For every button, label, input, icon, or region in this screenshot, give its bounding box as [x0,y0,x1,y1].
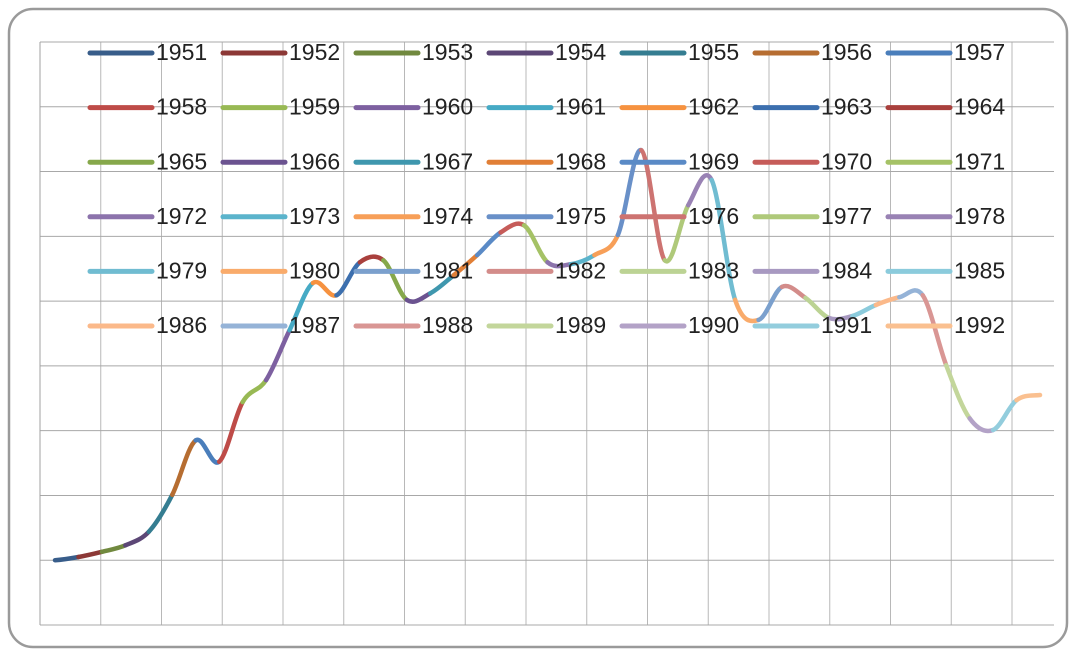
legend-label: 1986 [156,312,207,338]
line-segment [639,147,668,263]
line-segment [357,254,386,265]
legend-label: 1953 [422,39,473,65]
legend-label: 1979 [156,257,207,283]
line-segment [662,202,691,264]
line-segment [779,283,808,301]
legend-label: 1987 [289,312,340,338]
line-segment [943,362,972,421]
legend-label: 1975 [555,203,606,229]
line-segment [897,288,925,300]
legend-label: 1977 [821,203,872,229]
line-segment [685,173,714,208]
legend-label: 1962 [688,94,739,120]
legend-label: 1967 [422,148,473,174]
line-segment [756,284,785,323]
legend-label: 1959 [289,94,340,120]
legend-label: 1970 [821,148,872,174]
legend-label: 1963 [821,94,872,120]
legend-label: 1956 [821,39,872,65]
line-segment [521,223,550,265]
legend-label: 1971 [954,148,1005,174]
legend-label: 1988 [422,312,473,338]
legend-label: 1965 [156,148,207,174]
line-segment [451,252,480,278]
line-segment [404,291,433,304]
line-segment [123,529,152,548]
line-segment [287,280,316,333]
legend-label: 1969 [688,148,739,174]
line-segment [146,492,175,534]
legend-label: 1951 [156,39,207,65]
legend-label: 1964 [954,94,1005,120]
legend-label: 1985 [954,257,1005,283]
legend-label: 1966 [289,148,340,174]
legend-label: 1981 [422,257,473,283]
plot-lines [52,147,1043,563]
line-segment [240,377,269,405]
legend-label: 1957 [954,39,1005,65]
legend-label: 1954 [555,39,606,65]
legend-label: 1989 [555,312,606,338]
line-segment [615,147,644,238]
line-segment [990,397,1019,433]
line-segment [381,258,410,303]
legend-label: 1955 [688,39,739,65]
legend-label: 1973 [289,203,340,229]
line-segment [263,328,292,383]
legend-label: 1983 [688,257,739,283]
line-segment [474,230,503,258]
legend-label: 1958 [156,94,207,120]
legend-label: 1980 [289,257,340,283]
line-segment [334,259,363,298]
legend-label: 1976 [688,203,739,229]
legend-label: 1982 [555,257,606,283]
legend-label: 1974 [422,203,473,229]
legend-label: 1978 [954,203,1005,229]
line-segment [709,177,738,303]
line-segment [427,272,456,296]
line-segment [568,252,597,267]
legend-label: 1991 [821,312,872,338]
legend-label: 1961 [555,94,606,120]
line-segment [170,438,198,498]
legend: 1951 1952 1953 1954 1955 1956 1957 1958 1959 1960… [87,39,1005,338]
line-segment [592,232,621,258]
legend-label: 1952 [289,39,340,65]
legend-label: 1992 [954,312,1005,338]
grid [39,41,1054,626]
legend-label: 1968 [555,148,606,174]
legend-label: 1972 [156,203,207,229]
line-segment [1014,392,1043,403]
legend-label: 1960 [422,94,473,120]
legend-label: 1990 [688,312,739,338]
legend-label: 1984 [821,257,872,283]
line-segment [216,399,245,465]
